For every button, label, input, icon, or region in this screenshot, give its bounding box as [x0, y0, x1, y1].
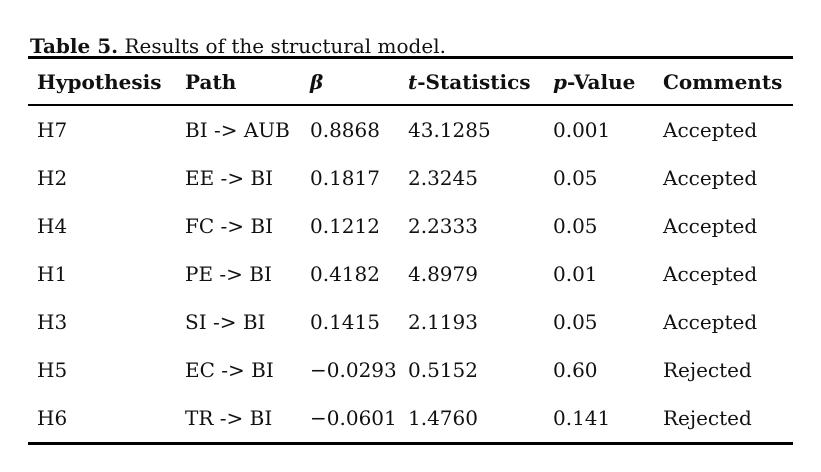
cell-hypothesis: H5	[37, 358, 68, 382]
cell-beta: −0.0293	[310, 358, 397, 382]
results-table-body: H7 BI -> AUB 0.8868 43.1285 0.001 Accept…	[28, 105, 793, 444]
t-statistics-suffix: -Statistics	[417, 69, 531, 94]
cell-path: EC -> BI	[185, 358, 274, 382]
col-header-hypothesis: Hypothesis	[28, 57, 176, 106]
cell-t-statistics: 2.1193	[408, 310, 478, 334]
cell-hypothesis: H3	[37, 310, 68, 334]
table-row: H2 EE -> BI 0.1817 2.3245 0.05 Accepted	[28, 154, 793, 202]
table-row: H3 SI -> BI 0.1415 2.1193 0.05 Accepted	[28, 298, 793, 346]
table-row: H6 TR -> BI −0.0601 1.4760 0.141 Rejecte…	[28, 394, 793, 444]
cell-beta: 0.8868	[310, 118, 380, 142]
cell-hypothesis: H6	[37, 406, 68, 430]
cell-path: TR -> BI	[185, 406, 273, 430]
cell-t-statistics: 0.5152	[408, 358, 478, 382]
cell-path: PE -> BI	[185, 262, 272, 286]
t-symbol: t	[408, 69, 418, 94]
header-row: Hypothesis Path β t-Statistics p-Value C…	[28, 57, 793, 106]
col-header-beta: β	[301, 57, 399, 106]
cell-t-statistics: 43.1285	[408, 118, 491, 142]
cell-path: SI -> BI	[185, 310, 266, 334]
cell-path: BI -> AUB	[185, 118, 290, 142]
cell-comments: Accepted	[663, 118, 758, 142]
cell-p-value: 0.05	[553, 310, 598, 334]
table-row: H7 BI -> AUB 0.8868 43.1285 0.001 Accept…	[28, 105, 793, 154]
cell-comments: Accepted	[663, 310, 758, 334]
cell-t-statistics: 4.8979	[408, 262, 478, 286]
p-value-suffix: -Value	[566, 69, 636, 94]
cell-beta: 0.4182	[310, 262, 380, 286]
cell-t-statistics: 2.3245	[408, 166, 478, 190]
table-caption-label: Table 5.	[30, 34, 119, 58]
table-row: H4 FC -> BI 0.1212 2.2333 0.05 Accepted	[28, 202, 793, 250]
cell-p-value: 0.05	[553, 166, 598, 190]
col-header-t-statistics: t-Statistics	[399, 57, 544, 106]
col-header-path: Path	[176, 57, 301, 106]
cell-p-value: 0.141	[553, 406, 611, 430]
cell-hypothesis: H2	[37, 166, 68, 190]
results-table-header: Hypothesis Path β t-Statistics p-Value C…	[28, 57, 793, 106]
cell-comments: Rejected	[663, 358, 752, 382]
cell-comments: Rejected	[663, 406, 752, 430]
cell-p-value: 0.01	[553, 262, 598, 286]
cell-t-statistics: 2.2333	[408, 214, 478, 238]
cell-comments: Accepted	[663, 262, 758, 286]
cell-comments: Accepted	[663, 214, 758, 238]
results-table: Hypothesis Path β t-Statistics p-Value C…	[28, 56, 793, 445]
cell-hypothesis: H4	[37, 214, 68, 238]
table-row: H5 EC -> BI −0.0293 0.5152 0.60 Rejected	[28, 346, 793, 394]
table-row: H1 PE -> BI 0.4182 4.8979 0.01 Accepted	[28, 250, 793, 298]
cell-t-statistics: 1.4760	[408, 406, 478, 430]
cell-beta: −0.0601	[310, 406, 397, 430]
cell-hypothesis: H1	[37, 262, 68, 286]
beta-symbol: β	[310, 69, 324, 94]
cell-beta: 0.1817	[310, 166, 380, 190]
col-header-comments: Comments	[654, 57, 793, 106]
cell-beta: 0.1212	[310, 214, 380, 238]
cell-path: FC -> BI	[185, 214, 274, 238]
table-caption: Table 5. Results of the structural model…	[30, 33, 446, 59]
cell-p-value: 0.60	[553, 358, 598, 382]
cell-p-value: 0.05	[553, 214, 598, 238]
table-caption-text: Results of the structural model.	[124, 34, 446, 58]
col-header-p-value: p-Value	[544, 57, 654, 106]
cell-path: EE -> BI	[185, 166, 274, 190]
cell-comments: Accepted	[663, 166, 758, 190]
cell-beta: 0.1415	[310, 310, 380, 334]
p-symbol: p	[553, 69, 567, 94]
cell-p-value: 0.001	[553, 118, 611, 142]
cell-hypothesis: H7	[37, 118, 68, 142]
